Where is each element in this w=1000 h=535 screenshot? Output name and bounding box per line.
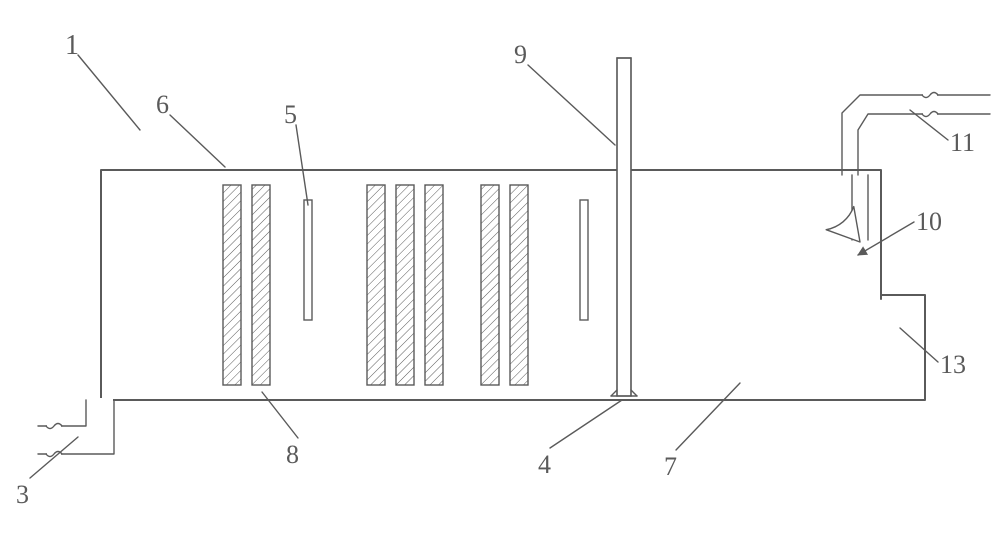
hatched-baffle-1 — [252, 185, 270, 385]
leader-8 — [262, 392, 298, 438]
hatched-baffle-5 — [481, 185, 499, 385]
hatched-baffle-6 — [510, 185, 528, 385]
callout-8: 8 — [286, 440, 299, 470]
hatched-baffle-2 — [367, 185, 385, 385]
riser — [617, 58, 631, 396]
callout-11: 11 — [950, 128, 975, 158]
callout-7: 7 — [664, 452, 677, 482]
callout-3: 3 — [16, 480, 29, 510]
callout-4: 4 — [538, 450, 551, 480]
leader-6 — [170, 115, 225, 167]
leader-13 — [900, 328, 938, 362]
callout-6: 6 — [156, 90, 169, 120]
hatched-baffle-4 — [425, 185, 443, 385]
callout-10: 10 — [916, 207, 942, 237]
leader-1 — [78, 55, 140, 130]
callout-13: 13 — [940, 350, 966, 380]
hatched-baffle-0 — [223, 185, 241, 385]
plain-baffle-0 — [304, 200, 312, 320]
hatched-baffle-3 — [396, 185, 414, 385]
plain-baffle-1 — [580, 200, 588, 320]
callout-5: 5 — [284, 100, 297, 130]
leader-10 — [858, 222, 914, 255]
leader-7 — [676, 383, 740, 450]
fan-blade — [826, 207, 860, 242]
callout-9: 9 — [514, 40, 527, 70]
leader-9 — [528, 65, 615, 145]
callout-1: 1 — [65, 30, 79, 62]
leader-5 — [296, 125, 308, 205]
leader-4 — [550, 400, 622, 448]
